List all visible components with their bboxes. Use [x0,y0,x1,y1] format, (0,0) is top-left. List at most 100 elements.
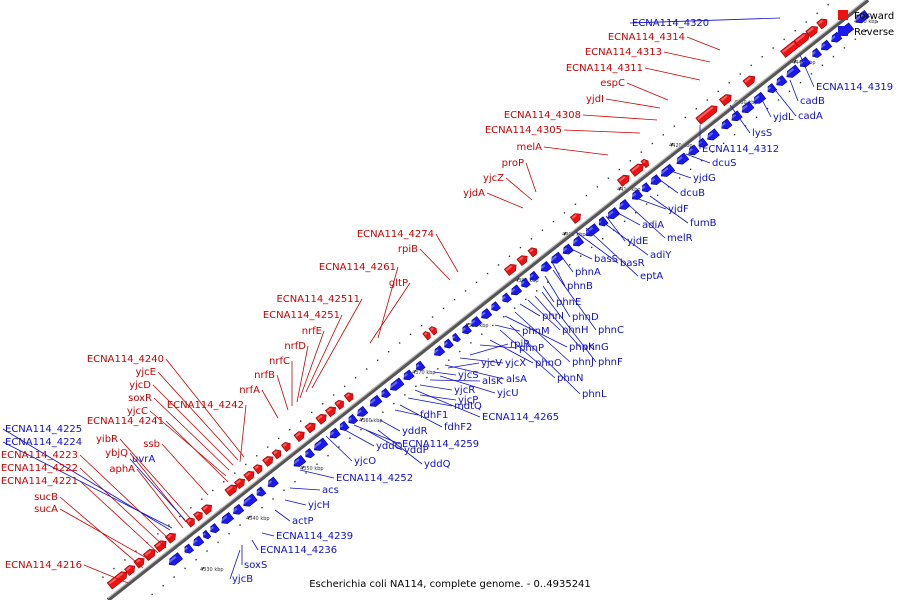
gene-yddr-r16 [356,406,369,417]
leader-ecna114-4223 [79,454,171,541]
label-soxr: soxR [128,393,152,404]
minor-tick [135,550,137,552]
tick-mark [360,417,364,422]
leader-ecna114-4319 [799,54,815,88]
gene-bass-r46 [687,144,700,156]
minor-tick [843,47,846,49]
leader-phno [489,339,534,364]
gene-yddq-r15 [347,414,359,425]
gene-phnp-r30 [510,284,523,296]
gene-shine [263,457,270,462]
leader-cada [771,85,797,117]
minor-tick [371,420,373,422]
minor-tick [327,454,329,457]
gene-arrow [805,26,818,39]
minor-tick [173,576,175,578]
leader-yddo [344,429,375,447]
minor-tick [190,507,192,509]
gene-ecna114-4274-27 [569,213,581,224]
minor-tick [640,151,643,153]
tick-label: 4360 kbp [359,418,383,424]
leader-yjco [325,435,353,462]
gene-arrow [516,255,528,267]
gene-yddo-r12 [313,437,329,451]
gene-shine [518,256,524,262]
gene-arrow [200,504,213,516]
gene-nrfa-17 [304,422,316,434]
leader-actp [274,509,291,522]
minor-tick [552,220,555,223]
minor-tick [574,203,577,205]
leader-ecna114-4224 [2,441,173,529]
label-ecna114-4259: ECNA114_4259 [402,439,479,450]
label-mdtq: mdtQ [454,401,482,412]
label-epta: eptA [640,271,663,282]
tick-mark [516,277,520,282]
gene-arrow [462,324,472,335]
minor-tick [184,567,186,570]
genome-backbone [106,0,870,600]
gene-arrow [540,261,552,272]
label-fumb: fumB [690,218,717,229]
gene-shine [854,13,864,21]
gene-ecna114-4236-r5 [220,511,235,524]
gene-yjcd-14 [271,449,282,460]
leader-ecna114-4251 [305,314,343,393]
gene-uvra-r2 [192,535,205,547]
gene-gltp-24 [503,264,517,276]
gene-arrow [607,207,621,220]
label-ecna114-4236: ECNA114_4236 [260,545,337,556]
label-ecna114-4308: ECNA114_4308 [504,110,581,121]
gene-arrow [831,31,843,43]
minor-tick [250,515,252,518]
minor-tick [354,377,357,379]
gene-shine [642,160,646,164]
minor-tick [332,394,335,396]
gene-shine [505,265,513,272]
minor-tick [294,480,296,483]
gene-arrow [428,326,438,336]
gene-arrow [168,552,184,566]
leader-ecna114-4305 [563,129,641,134]
minor-tick [651,142,654,145]
gene-shine [641,185,646,190]
leader-yddq [377,429,423,465]
gene-arrow [267,476,279,488]
label-yddq: yddQ [424,459,451,470]
gene-shine [461,327,466,332]
gene-arrow [422,331,431,341]
minor-tick [239,524,241,526]
minor-tick [788,90,791,92]
minor-tick [470,342,472,344]
tick-mark [301,465,305,470]
label-ecna114-4319: ECNA114_4319 [816,82,893,93]
gene-shine [192,539,198,544]
gene-arrow [329,427,341,439]
gene-shine [730,114,736,119]
gene-phna-r45 [675,152,690,165]
label-basr: basR [620,258,645,269]
backbone-highlight [107,0,867,599]
minor-tick [563,212,566,214]
minor-tick [234,472,236,474]
gene-arrow [434,345,446,357]
tick-label: 4370 kbp [412,370,436,376]
minor-tick [382,411,384,413]
minor-tick [519,246,522,249]
gene-arrow [202,529,212,540]
label-adiy: adiY [650,250,672,261]
gene-phni-r37 [584,223,600,237]
gene-shine [273,450,278,455]
gene-arrow [629,163,644,177]
label-ecna114-4222: ECNA114_4222 [1,463,78,474]
leader-cadb [789,79,799,102]
gene-prop-30 [640,158,649,169]
gene-arrow [821,39,833,51]
leader-yjcs [433,371,457,376]
minor-tick [365,368,368,370]
gene-arrow [339,420,350,431]
gene-shine [550,255,558,262]
gene-yjda-28 [616,174,630,187]
label-fdhf2: fdhF2 [444,422,472,433]
